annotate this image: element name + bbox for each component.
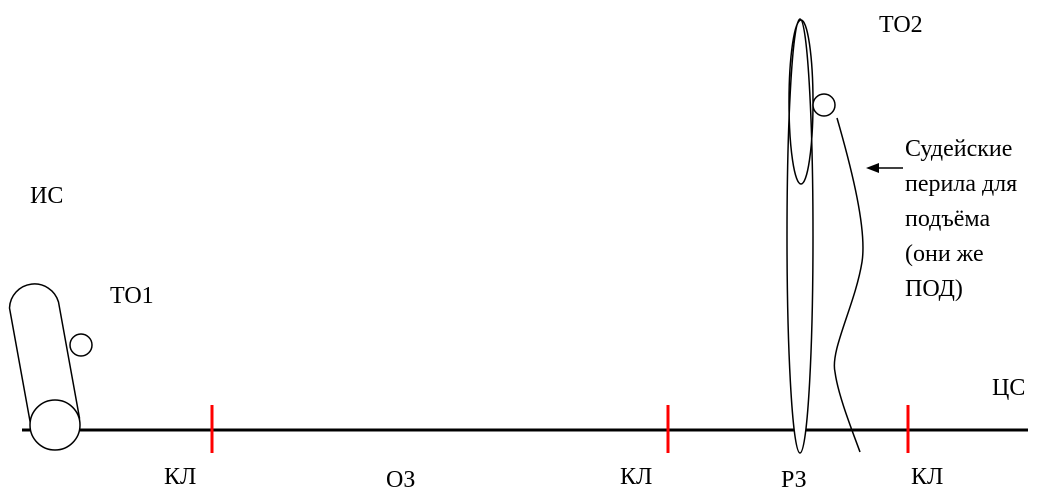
arrow-icon <box>866 163 879 173</box>
label-to1: ТО1 <box>110 283 154 309</box>
label-rz: РЗ <box>781 467 807 493</box>
label-kl-left: КЛ <box>164 464 197 490</box>
to1-circle <box>69 333 93 357</box>
note-line: (они же <box>905 241 984 267</box>
label-kl-middle: КЛ <box>620 464 653 490</box>
label-oz: ОЗ <box>386 467 416 493</box>
judges-rope-note: Судейские перила для подъёма (они же ПОД… <box>905 132 1017 307</box>
label-to2: ТО2 <box>879 12 923 38</box>
judges-rope <box>833 117 864 453</box>
label-cs: ЦС <box>992 375 1026 401</box>
note-line: подъёма <box>905 206 991 232</box>
tall-ellipse <box>786 18 814 454</box>
start-cylinder <box>8 283 81 451</box>
label-kl-right: КЛ <box>911 464 944 490</box>
label-is: ИС <box>30 183 64 209</box>
note-line: Судейские <box>905 136 1013 162</box>
to2-circle <box>812 93 836 117</box>
note-line: ПОД) <box>905 276 963 302</box>
note-line: перила для <box>905 171 1018 197</box>
